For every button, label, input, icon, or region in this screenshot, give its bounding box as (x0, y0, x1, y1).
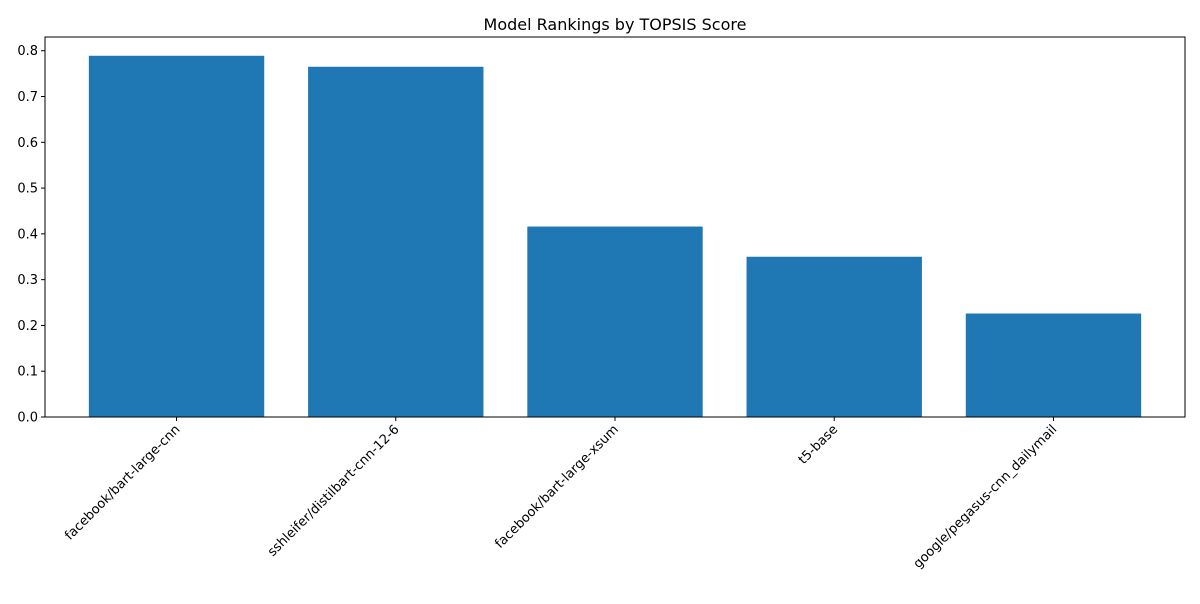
bar-4 (965, 313, 1142, 417)
x-axis: facebook/bart-large-cnn sshleifer/distilb… (62, 417, 1060, 572)
x-tick-label: sshleifer/distilbart-cnn-12-6 (265, 422, 402, 559)
bar-2 (527, 226, 703, 417)
plot-frame (44, 36, 1186, 418)
y-tick-label: 0.3 (17, 273, 38, 288)
bar-1 (308, 66, 484, 417)
bar-0 (88, 55, 265, 417)
y-tick-label: 0.6 (17, 136, 38, 151)
y-tick-label: 0.5 (17, 182, 38, 197)
y-tick-label: 0.8 (17, 44, 38, 59)
x-tick-label: t5-base (796, 422, 841, 467)
y-tick-label: 0.1 (17, 365, 38, 380)
y-tick-label: 0.2 (17, 319, 38, 334)
x-tick-label: google/pegasus-cnn_dailymail (911, 422, 1061, 572)
chart-title: Model Rankings by TOPSIS Score (484, 15, 747, 34)
x-tick-label: facebook/bart-large-cnn (62, 422, 183, 543)
bar-3 (746, 256, 922, 417)
y-tick-label: 0.0 (17, 411, 38, 426)
bars-group (88, 55, 1142, 417)
y-axis: 0.0 0.1 0.2 0.3 0.4 0.5 0.6 0.7 0.8 (17, 44, 45, 426)
x-tick-label: facebook/bart-large-xsum (492, 422, 621, 551)
y-tick-label: 0.4 (17, 227, 38, 242)
y-tick-label: 0.7 (17, 90, 38, 105)
